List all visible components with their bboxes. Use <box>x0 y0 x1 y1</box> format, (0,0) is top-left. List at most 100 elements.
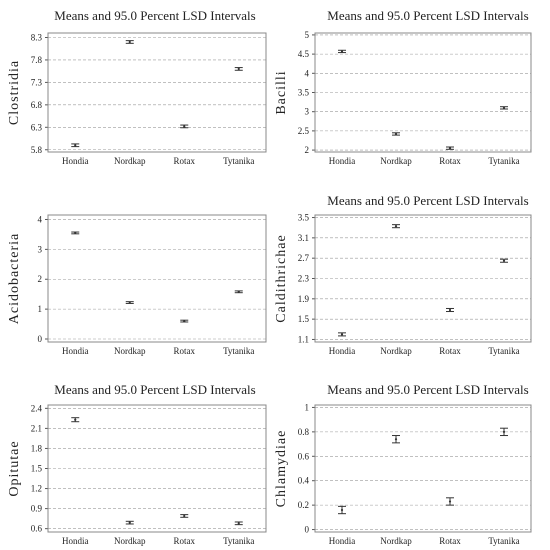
y-tick-label: 3 <box>38 244 43 254</box>
mean-point <box>448 500 452 503</box>
mean-point <box>128 521 131 524</box>
y-tick-label: 0.6 <box>31 524 43 534</box>
y-tick-label: 1.5 <box>298 314 310 324</box>
category-label: Nordkap <box>380 536 412 546</box>
category-label: Nordkap <box>114 346 146 356</box>
mean-point <box>394 225 398 228</box>
y-tick-label: 1.1 <box>298 334 309 344</box>
y-tick-label: 1.5 <box>31 464 43 474</box>
category-label: Rotax <box>439 536 461 546</box>
category-label: Rotax <box>174 346 196 356</box>
category-label: Rotax <box>439 346 461 356</box>
mean-point <box>448 147 452 150</box>
lsd-interval-rotax <box>180 319 189 323</box>
lsd-interval-hondia <box>338 505 346 515</box>
y-tick-label: 6.3 <box>31 122 43 132</box>
panel-6: Means and 95.0 Percent LSD Intervals 0 0.2… <box>274 382 532 546</box>
y-tick-label: 0 <box>38 334 43 344</box>
lsd-interval-rotax <box>446 146 454 150</box>
lsd-interval-hondia <box>338 49 346 54</box>
lsd-interval-rotax <box>446 497 454 506</box>
category-label: Tytanika <box>223 346 254 356</box>
plot-frame <box>314 32 532 153</box>
mean-point <box>237 522 240 525</box>
y-tick-label: 5 <box>305 30 310 40</box>
y-tick-label: 1.2 <box>31 484 42 494</box>
plot-frame <box>314 404 532 533</box>
lsd-interval-tytanika <box>500 258 508 263</box>
y-tick-label: 2.4 <box>31 403 43 413</box>
category-label: Hondia <box>329 156 356 166</box>
y-tick-label: 7.3 <box>31 77 43 87</box>
plot-frame <box>314 214 532 343</box>
lsd-interval-hondia <box>338 332 346 337</box>
lsd-interval-tytanika <box>500 106 508 110</box>
lsd-interval-nordkap <box>392 224 400 229</box>
category-label: Rotax <box>174 156 196 166</box>
y-axis-label: Caldithrichae <box>274 234 289 322</box>
y-axis-label: Acidobacteria <box>7 233 22 325</box>
chart-title: Means and 95.0 Percent LSD Intervals <box>327 8 528 23</box>
category-label: Nordkap <box>380 346 412 356</box>
y-tick-label: 0.9 <box>31 504 43 514</box>
y-tick-label: 0.4 <box>298 476 310 486</box>
lsd-interval-tytanika <box>234 67 243 71</box>
mean-point <box>183 125 186 128</box>
category-label: Rotax <box>174 536 196 546</box>
y-tick-label: 2.1 <box>31 423 42 433</box>
lsd-interval-nordkap <box>392 435 400 444</box>
y-tick-label: 2.3 <box>298 274 310 284</box>
lsd-interval-rotax <box>180 514 189 518</box>
category-label: Hondia <box>62 156 89 166</box>
y-tick-label: 0.6 <box>298 451 310 461</box>
y-tick-label: 0.2 <box>298 500 309 510</box>
mean-point <box>502 259 506 262</box>
y-tick-label: 1 <box>305 402 310 412</box>
panel-3: 0 1 2 3 4 Acidobacteria Hondia Nordkap Rotax Tyta… <box>7 214 267 356</box>
y-tick-label: 0.8 <box>298 427 310 437</box>
y-tick-label: 6.8 <box>31 100 43 110</box>
lsd-interval-nordkap <box>125 301 134 304</box>
panel-5: Means and 95.0 Percent LSD Intervals 0.6 0… <box>7 382 267 546</box>
mean-point <box>74 231 77 235</box>
mean-point <box>74 418 77 421</box>
chart-title: Means and 95.0 Percent LSD Intervals <box>327 193 528 208</box>
category-label: Tytanika <box>488 536 519 546</box>
y-tick-label: 1.8 <box>31 443 43 453</box>
mean-point <box>340 50 344 53</box>
mean-point <box>394 132 398 136</box>
category-label: Hondia <box>329 536 356 546</box>
y-tick-label: 1.9 <box>298 294 310 304</box>
panel-4: Means and 95.0 Percent LSD Intervals 1.1 1… <box>274 193 532 356</box>
mean-point <box>237 67 240 71</box>
category-label: Tytanika <box>488 346 519 356</box>
y-tick-label: 1 <box>38 304 43 314</box>
lsd-interval-tytanika <box>500 427 508 437</box>
category-label: Nordkap <box>114 536 146 546</box>
mean-point <box>502 430 506 433</box>
category-label: Rotax <box>439 156 461 166</box>
y-tick-label: 8.3 <box>31 32 43 42</box>
category-label: Tytanika <box>223 536 254 546</box>
mean-point <box>183 319 186 323</box>
mean-point <box>74 144 77 147</box>
lsd-interval-tytanika <box>234 521 243 526</box>
y-axis-label: Clostridia <box>7 60 22 125</box>
y-tick-label: 7.8 <box>31 55 43 65</box>
lsd-interval-hondia <box>71 143 80 148</box>
mean-point <box>128 301 131 304</box>
mean-point <box>183 514 186 518</box>
lsd-interval-hondia <box>71 231 80 235</box>
y-tick-label: 2.7 <box>298 253 310 263</box>
y-tick-label: 3.5 <box>298 88 310 98</box>
category-label: Hondia <box>62 346 89 356</box>
mean-point <box>448 308 452 312</box>
y-tick-label: 2 <box>305 145 310 155</box>
lsd-interval-nordkap <box>392 132 400 136</box>
y-axis-label: Bacilli <box>274 70 289 114</box>
mean-point <box>128 40 131 44</box>
lsd-interval-tytanika <box>234 290 243 294</box>
y-tick-label: 4.5 <box>298 49 310 59</box>
panel-1: Means and 95.0 Percent LSD Intervals 5.8 6… <box>7 8 267 166</box>
